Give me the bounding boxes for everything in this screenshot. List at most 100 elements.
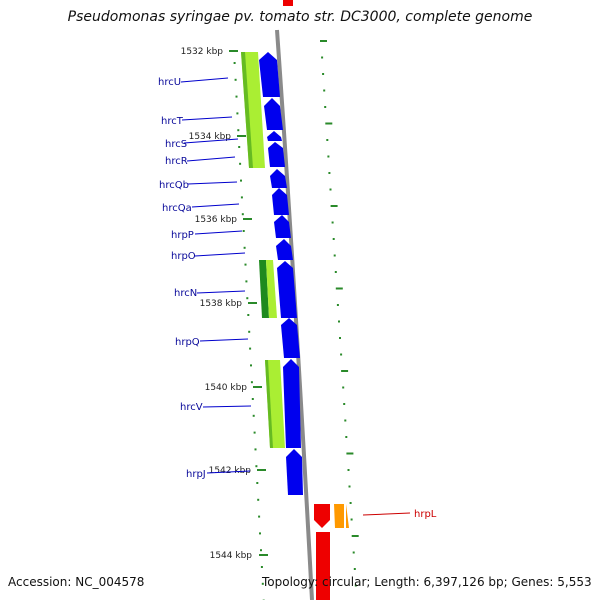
- scale-dot: [236, 112, 239, 115]
- blue-genes: [259, 52, 303, 495]
- scale-dot: [241, 213, 244, 216]
- scale-dot: [260, 566, 263, 568]
- scale-dot: [352, 551, 355, 554]
- red-gene-top: [283, 0, 293, 6]
- kbp-label: 1536 kbp: [195, 215, 238, 225]
- kbp-tick: [243, 218, 252, 220]
- scale-dash: [341, 370, 349, 372]
- gene-arrow-hrpO: [276, 239, 293, 260]
- kbp-tick: [237, 135, 246, 137]
- kbp-tick: [253, 386, 262, 388]
- leader-line: [206, 470, 251, 474]
- topology-text: Topology: circular; Length: 6,397,126 bp…: [262, 575, 592, 589]
- scale-dot: [338, 320, 340, 323]
- scale-dot: [324, 106, 327, 108]
- gene-label-hrcS: hrcS: [165, 139, 187, 150]
- scale-dot: [323, 89, 326, 92]
- green-feature-bar-edge: [265, 360, 273, 448]
- scale-dash: [320, 40, 327, 42]
- scale-dot: [349, 502, 352, 504]
- kbp-label: 1534 kbp: [189, 132, 232, 142]
- scale-dash: [346, 452, 354, 455]
- kbp-label: 1542 kbp: [209, 466, 252, 476]
- gene-arrow-hrcT: [264, 98, 283, 130]
- green-feature-bar: [266, 260, 277, 318]
- scale-dot: [240, 179, 242, 182]
- scale-dot: [344, 419, 347, 422]
- other-genes: [283, 0, 349, 600]
- gene-label-hrpJ: hrpJ: [186, 469, 206, 480]
- scale-dot: [261, 582, 264, 585]
- gene-arrow-hrpP: [274, 215, 291, 238]
- leader-line: [183, 138, 239, 144]
- kbp-label: 1532 kbp: [181, 47, 224, 57]
- scale-dot: [329, 188, 332, 191]
- scale-dot: [251, 398, 254, 400]
- scale-dot: [350, 518, 353, 521]
- gene-label-hrcT: hrcT: [161, 116, 184, 127]
- scale-dot: [340, 353, 343, 356]
- outer-tick-marks: [320, 40, 359, 587]
- dark-green-feature-bar: [259, 260, 269, 318]
- kbp-tick: [229, 50, 238, 52]
- scale-dot: [328, 172, 331, 174]
- kbp-tick: [248, 302, 257, 304]
- leader-line: [181, 116, 233, 121]
- leader-line: [196, 290, 246, 294]
- scale-dot: [250, 381, 253, 384]
- gene-arrow-hrpJ: [286, 449, 303, 495]
- scale-dot: [243, 246, 246, 249]
- scale-dot: [238, 146, 241, 148]
- scale-dot: [343, 403, 346, 405]
- red-gene-bar: [316, 532, 330, 600]
- label-leaders: [180, 77, 411, 516]
- scale-dash: [330, 205, 338, 207]
- scale-dot: [239, 162, 242, 165]
- scale-dot: [326, 139, 329, 141]
- scale-dot: [332, 238, 335, 240]
- gene-label-hrcN: hrcN: [174, 288, 197, 299]
- gene-label-hrpQ: hrpQ: [175, 337, 200, 348]
- kbp-scale: 1532 kbp 1534 kbp 1536 kbp 1538 kbp 1540…: [181, 47, 268, 561]
- scale-dot: [240, 196, 243, 199]
- kbp-label: 1540 kbp: [205, 383, 248, 393]
- gene-arrow-hrcR: [268, 142, 285, 167]
- scale-dot: [255, 465, 258, 468]
- kbp-tick: [259, 554, 268, 556]
- gene-arrow-hrpQ: [281, 318, 300, 358]
- scale-dot: [234, 78, 237, 81]
- leader-line: [180, 77, 229, 83]
- scale-dot: [258, 515, 261, 518]
- scale-dot: [235, 95, 238, 98]
- red-gene-arrow: [314, 504, 330, 528]
- scale-dot: [242, 230, 245, 232]
- scale-dot: [253, 431, 256, 434]
- hrpL-divider: [344, 504, 346, 528]
- leader-line: [202, 405, 252, 408]
- gene-label-hrcR: hrcR: [165, 156, 188, 167]
- scale-dash: [325, 122, 333, 125]
- gene-label-hrcQa: hrcQa: [162, 203, 192, 214]
- gene-labels: hrcU hrcT hrcS hrcR hrcQb hrcQa hrpP hrp…: [158, 77, 437, 520]
- kbp-label: 1538 kbp: [200, 299, 243, 309]
- accession-text: Accession: NC_004578: [8, 575, 145, 589]
- scale-dot: [248, 330, 251, 333]
- scale-dot: [256, 482, 259, 484]
- scale-dot: [257, 498, 260, 501]
- scale-dot: [321, 56, 324, 59]
- gene-arrow-hrpL: [334, 504, 349, 528]
- gene-label-hrcV: hrcV: [180, 402, 203, 413]
- leader-line: [187, 181, 238, 185]
- scale-dot: [259, 532, 261, 535]
- gene-label-hrpP: hrpP: [171, 230, 194, 241]
- scale-dot: [260, 549, 262, 552]
- scale-dot: [254, 448, 257, 451]
- scale-dot: [334, 271, 337, 273]
- leader-line: [362, 512, 411, 516]
- scale-dot: [250, 364, 252, 367]
- gene-arrow-hrcQb: [270, 169, 287, 188]
- scale-dot: [342, 386, 345, 389]
- scale-dot: [331, 221, 334, 224]
- leader-line: [194, 230, 243, 235]
